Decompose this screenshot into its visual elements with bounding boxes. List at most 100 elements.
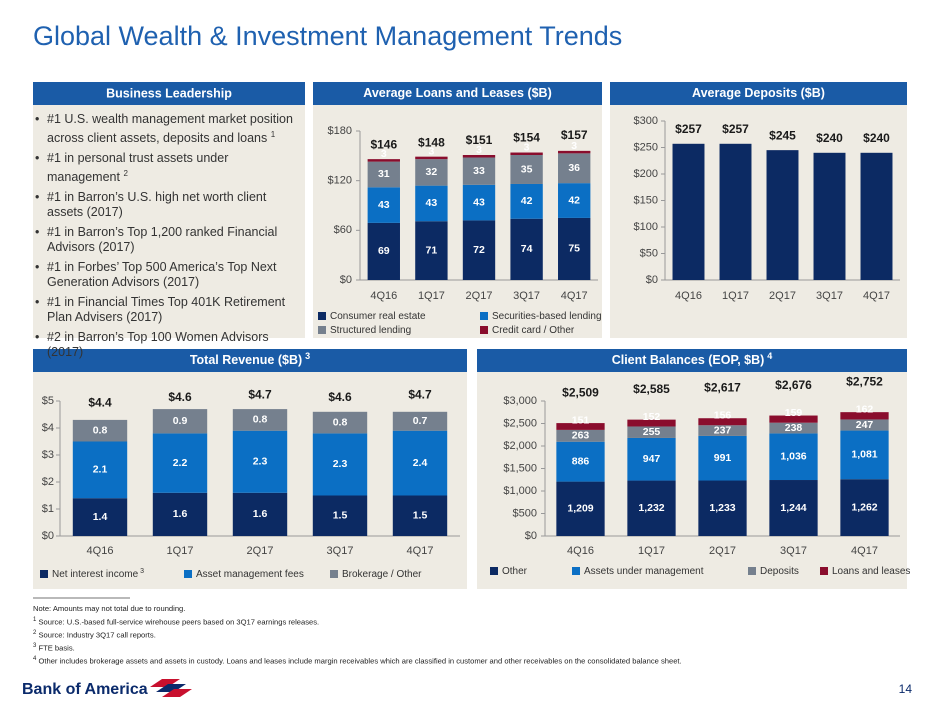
total-label: $2,676 [775,378,812,392]
segment-label: 152 [643,411,661,423]
y-tick-label: $2 [42,476,54,488]
bar-segment [415,156,448,160]
total-label: $4.6 [168,390,192,404]
legend-name: Consumer real estate [330,311,426,322]
bullet-text: #1 in personal trust assets under manage… [47,151,229,185]
bar-segment [232,492,288,536]
footnote: 2 Source: Industry 3Q17 call reports. [33,628,913,641]
bar-segment [556,441,605,482]
y-tick-label: $500 [513,507,537,519]
legend-name: Loans and leases [832,566,910,577]
y-tick-label: $250 [634,141,658,153]
legend-label: Assets under management [584,566,704,577]
x-tick-label: 1Q17 [638,545,665,557]
bar [766,150,799,280]
x-tick-label: 4Q16 [567,545,594,557]
legend-name: Deposits [760,566,799,577]
header-bar [33,82,305,105]
x-tick-label: 2Q17 [769,290,796,302]
x-tick-label: 3Q17 [327,545,354,557]
bar-segment [769,422,818,434]
bar-segment [840,419,889,431]
legend-swatch [330,570,338,578]
segment-label: 159 [785,407,803,419]
x-tick-label: 3Q17 [816,290,843,302]
y-tick-label: $50 [640,247,658,259]
segment-label: 0.8 [93,424,108,436]
bar [813,152,846,280]
legend-label: Consumer real estate [330,311,426,322]
segment-label: 69 [378,245,390,257]
legend-name: Brokerage / Other [342,569,422,580]
bar-segment [415,185,448,222]
total-label: $2,617 [704,380,741,394]
chart-title: Average Loans and Leases ($B) [363,86,552,100]
y-tick-label: $180 [328,125,352,137]
x-tick-label: 4Q16 [87,545,114,557]
bar-segment [769,415,818,423]
panel-header: Client Balances (EOP, $B) 4 [612,351,773,367]
y-tick-label: $300 [634,115,658,127]
x-tick-label: 4Q16 [675,290,702,302]
legend-name: Structured lending [330,325,411,336]
total-label: $148 [418,136,445,150]
legend-name: Credit card / Other [492,325,575,336]
footnote-marker: 4 [33,655,37,662]
bar-segment [312,495,368,536]
x-tick-label: 4Q17 [407,545,434,557]
footnote-ref: 2 [123,169,128,179]
legend-swatch [480,326,488,334]
bar-segment [392,430,448,496]
bullet-list: #1 U.S. wealth management market positio… [33,112,295,365]
x-tick-label: 2Q17 [709,545,736,557]
segment-label: 43 [473,196,485,208]
footnote-text: Other includes brokerage assets and asse… [38,656,682,666]
bullet-text: #1 in Forbes’ Top 500 America’s Top Next… [47,260,277,290]
segment-label: 237 [714,424,732,436]
bar-segment [510,218,543,280]
segment-label: 991 [714,452,732,464]
segment-label: 75 [568,243,580,255]
segment-label: 43 [426,197,438,209]
y-tick-label: $4 [42,422,54,434]
footnote: 3 FTE basis. [33,641,913,654]
footnote-text: Source: Industry 3Q17 call reports. [38,630,156,640]
segment-label: 31 [378,168,390,180]
segment-label: 1,081 [851,449,877,461]
legend-label: Structured lending [330,325,411,336]
y-tick-label: $200 [634,168,658,180]
bar-segment [840,479,889,536]
legend-label: Other [502,566,528,577]
bullet: #1 in Financial Times Top 401K Retiremen… [33,295,295,325]
segment-label: 1,233 [709,502,735,514]
bar-segment [769,480,818,536]
bullet-text: #1 U.S. wealth management market positio… [47,112,293,146]
panel [610,105,907,338]
legend-swatch [318,312,326,320]
segment-label: 3 [476,144,482,156]
segment-label: 2.3 [253,456,268,468]
segment-label: 32 [426,166,438,178]
total-label: $4.7 [248,387,272,401]
y-tick-label: $0 [646,274,658,286]
bar-segment [152,409,208,434]
segment-label: 74 [521,243,533,255]
segment-label: 3 [524,142,530,154]
x-tick-label: 3Q17 [513,290,540,302]
total-label: $4.4 [88,395,112,409]
legend-superscript: 3 [140,568,144,575]
segment-label: 1.6 [173,508,188,520]
total-label: $157 [561,128,588,142]
y-tick-label: $2,000 [503,440,537,452]
segment-label: 3 [571,140,577,152]
bar-segment [462,220,496,280]
bar-segment [72,419,128,442]
segment-label: 151 [572,414,590,426]
segment-label: 42 [568,194,580,206]
segment-label: 72 [473,244,485,256]
panel-header: Business Leadership [106,86,232,100]
segment-label: 1,232 [638,502,664,514]
x-tick-label: 1Q17 [167,545,194,557]
page-number: 14 [899,682,913,696]
